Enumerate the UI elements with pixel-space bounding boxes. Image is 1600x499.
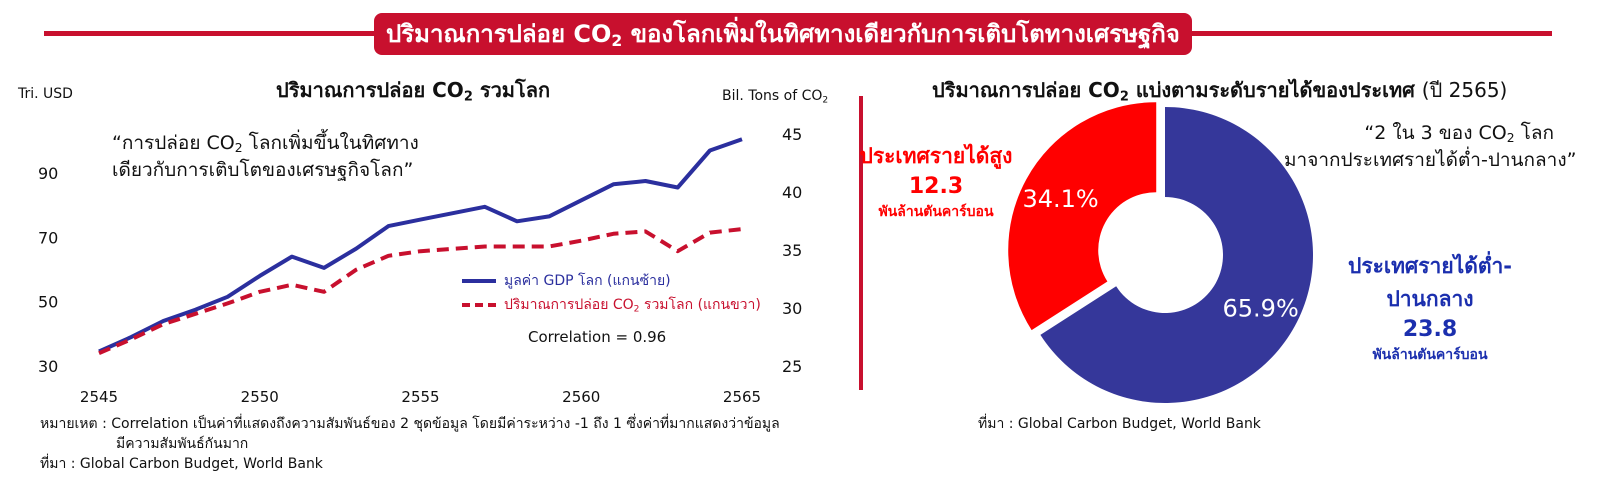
legend-gdp: มูลค่า GDP โลก (แกนซ้าย) [462,270,671,292]
right-quote: “2 ใน 3 ของ CO2 โลก มาจากประเทศรายได้ต่ำ… [1284,120,1577,174]
donut-percent-high-income: 34.1% [1022,185,1098,213]
y-right-tick-label: 25 [782,357,802,376]
donut-chart: 34.1% 65.9% [1008,102,1313,403]
left-quote: “การปล่อย CO2 โลกเพิ่มขึ้นในทิศทาง เดียว… [112,130,419,184]
right-axis-unit: Bil. Tons of CO2 [722,88,829,106]
low-income-value: 23.8 [1402,317,1458,342]
low-income-callout: ประเทศรายได้ต่ำ- ปานกลาง 23.8 พันล้านตัน… [1320,250,1540,366]
y-left-tick-label: 50 [38,293,58,312]
legend-gdp-swatch [462,279,496,283]
x-tick-label: 2545 [80,388,118,406]
low-income-label-line1: ประเทศรายได้ต่ำ- [1348,254,1512,278]
y-right-tick-label: 45 [782,125,802,144]
x-tick-label: 2550 [241,388,279,406]
y-left-tick-label: 30 [38,357,58,376]
right-quote-line1: “2 ใน 3 ของ CO2 โลก [1364,122,1554,146]
right-source: ที่มา : Global Carbon Budget, World Bank [978,416,1261,432]
donut-slice-low-income [1040,107,1313,403]
footnote-line1: หมายเหต : Correlation เป็นค่าที่แสดงถึงค… [40,416,780,432]
left-source: ที่มา : Global Carbon Budget, World Bank [40,456,323,472]
high-income-label: ประเทศรายได้สูง [859,144,1013,168]
left-quote-line1: “การปล่อย CO2 โลกเพิ่มขึ้นในทิศทาง [112,132,419,156]
low-income-label-line2: ปานกลาง [1386,287,1474,311]
left-chart-title: ปริมาณการปล่อย CO2 รวมโลก [276,78,551,105]
high-income-unit: พันล้านตันคาร์บอน [878,204,994,220]
high-income-value: 12.3 [908,174,964,199]
legend-co2: ปริมาณการปล่อย CO2 รวมโลก (แกนขวา) [462,294,761,316]
correlation-label: Correlation = 0.96 [528,328,667,346]
legend-co2-swatch [462,303,496,307]
high-income-callout: ประเทศรายได้สูง 12.3 พันล้านตันคาร์บอน [846,140,1026,223]
y-right-tick-label: 30 [782,299,802,318]
left-quote-line2: เดียวกับการเติบโตของเศรษฐกิจโลก” [112,159,414,181]
y-right-tick-label: 35 [782,241,802,260]
donut-slice-high-income [1008,102,1157,331]
left-axis-unit: Tri. USD [18,86,73,102]
x-tick-label: 2555 [401,388,439,406]
legend-co2-label: ปริมาณการปล่อย CO2 รวมโลก [504,297,694,315]
footnote: หมายเหต : Correlation เป็นค่าที่แสดงถึงค… [40,414,780,474]
donut-percent-low-income: 65.9% [1223,294,1299,322]
legend-gdp-axis: (แกนซ้าย) [607,273,671,289]
panel-divider [859,96,863,390]
y-right-tick-label: 40 [782,183,802,202]
line-chart: 30 50 70 90 25 30 35 40 45 2545 2550 2555 2560 2565 [38,125,802,406]
legend-co2-axis: (แกนขวา) [697,297,761,313]
right-quote-line2: มาจากประเทศรายได้ต่ำ-ปานกลาง” [1284,149,1577,171]
x-tick-label: 2565 [723,388,761,406]
y-left-tick-label: 70 [38,228,58,247]
x-tick-label: 2560 [562,388,600,406]
right-chart-title: ปริมาณการปล่อย CO2 แบ่งตามระดับรายได้ของ… [932,78,1508,105]
co2-series-line [98,227,743,356]
y-left-tick-label: 90 [38,164,58,183]
footnote-line2: มีความสัมพันธ์กันมาก [116,436,249,452]
low-income-unit: พันล้านตันคาร์บอน [1372,347,1488,363]
gdp-series-line [98,137,743,354]
legend-gdp-label: มูลค่า GDP โลก [504,273,603,289]
banner-title: ปริมาณการปล่อย CO2 ของโลกเพิ่มในทิศทางเด… [374,13,1192,55]
